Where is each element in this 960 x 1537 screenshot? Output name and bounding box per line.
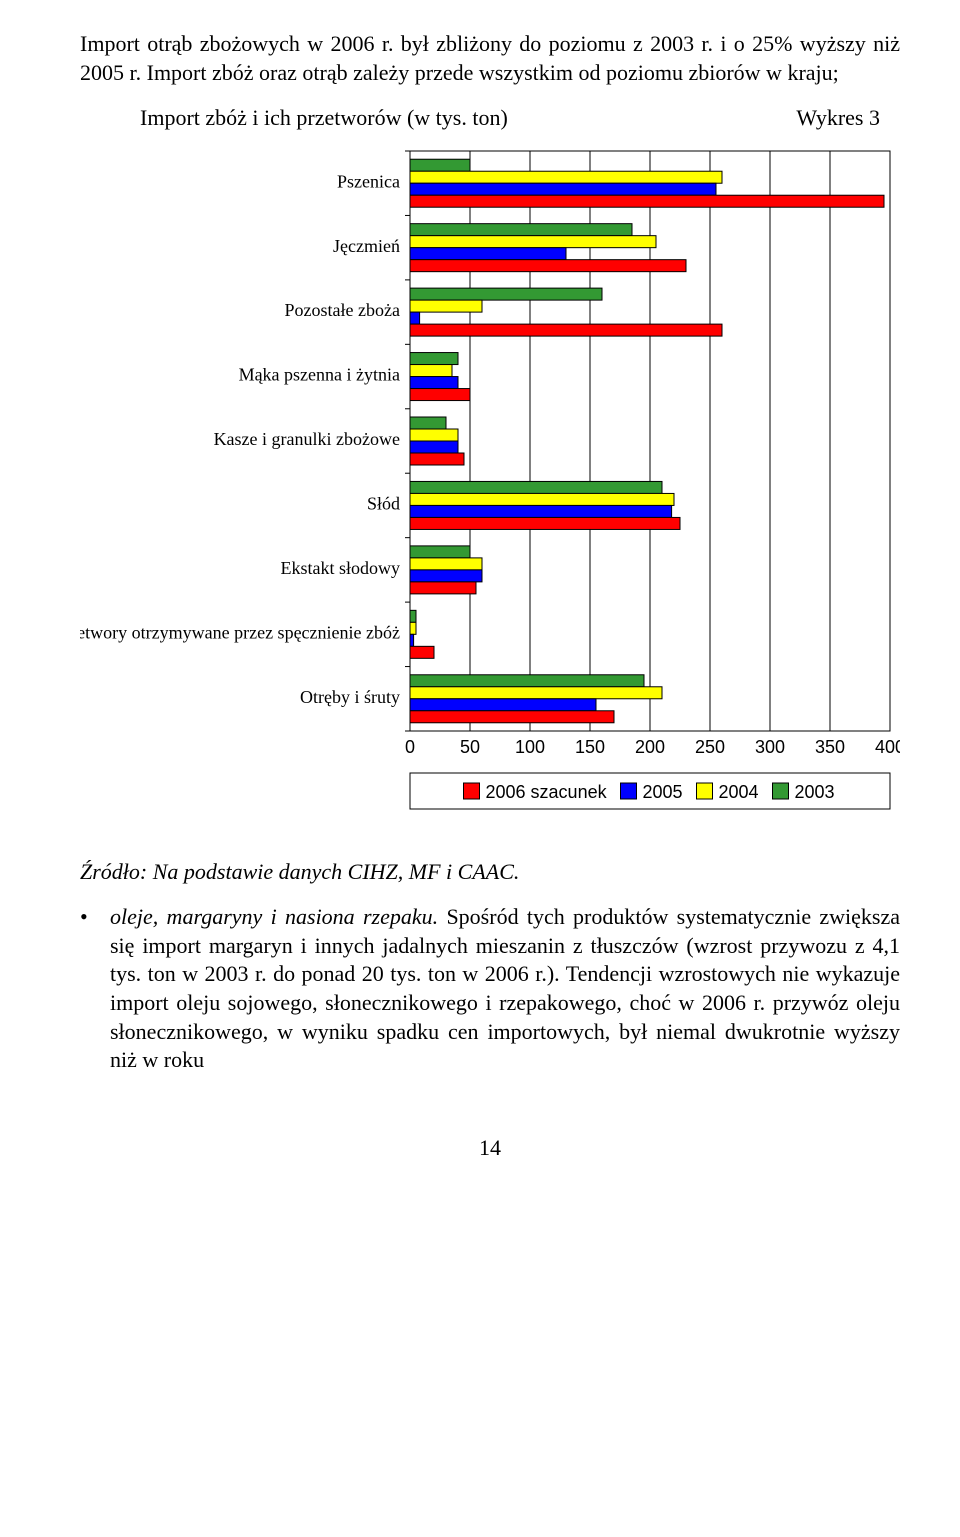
bullet-emphasis: oleje, margaryny i nasiona rzepaku. xyxy=(110,904,438,929)
svg-text:Otręby i śruty: Otręby i śruty xyxy=(300,687,400,707)
chart-number: Wykres 3 xyxy=(796,105,900,131)
chart-title: Import zbóż i ich przetworów (w tys. ton… xyxy=(80,105,796,131)
svg-text:400: 400 xyxy=(875,737,900,757)
chart-title-text: Import zbóż i ich przetworów (w tys. ton… xyxy=(140,105,508,130)
svg-text:100: 100 xyxy=(515,737,545,757)
svg-text:Ekstakt słodowy: Ekstakt słodowy xyxy=(281,558,401,578)
page: Import otrąb zbożowych w 2006 r. był zbl… xyxy=(0,0,960,1201)
svg-text:150: 150 xyxy=(575,737,605,757)
svg-text:200: 200 xyxy=(635,737,665,757)
svg-text:2005: 2005 xyxy=(643,782,683,802)
svg-text:Przetwory otrzymywane przez sp: Przetwory otrzymywane przez spęcznienie … xyxy=(80,623,400,643)
bullet-mark: • xyxy=(80,903,110,1075)
page-number: 14 xyxy=(80,1135,900,1161)
svg-text:0: 0 xyxy=(405,737,415,757)
svg-text:300: 300 xyxy=(755,737,785,757)
chart-container: 0 50 100 150 200 250 300 350 400 Pszenica Jęczmień… xyxy=(80,141,900,841)
svg-text:2004: 2004 xyxy=(719,782,759,802)
svg-text:250: 250 xyxy=(695,737,725,757)
svg-text:50: 50 xyxy=(460,737,480,757)
svg-text:Mąka pszenna i żytnia: Mąka pszenna i żytnia xyxy=(239,365,400,385)
chart-title-row: Import zbóż i ich przetworów (w tys. ton… xyxy=(80,105,900,131)
bullet-rest: Spośród tych produktów systematycznie zw… xyxy=(110,904,900,1072)
svg-text:Jęczmień: Jęczmień xyxy=(333,236,400,256)
svg-text:Pozostałe zboża: Pozostałe zboża xyxy=(285,300,400,320)
bullet-text: oleje, margaryny i nasiona rzepaku. Spoś… xyxy=(110,903,900,1075)
svg-text:Pszenica: Pszenica xyxy=(337,172,400,192)
svg-text:350: 350 xyxy=(815,737,845,757)
intro-paragraph: Import otrąb zbożowych w 2006 r. był zbl… xyxy=(80,30,900,87)
svg-text:2003: 2003 xyxy=(795,782,835,802)
bar-chart: 0 50 100 150 200 250 300 350 400 Pszenica Jęczmień… xyxy=(80,141,900,841)
svg-text:2006 szacunek: 2006 szacunek xyxy=(486,782,608,802)
bullet-row: • oleje, margaryny i nasiona rzepaku. Sp… xyxy=(80,903,900,1075)
chart-source: Źródło: Na podstawie danych CIHZ, MF i C… xyxy=(80,859,900,885)
svg-text:Kasze i granulki zbożowe: Kasze i granulki zbożowe xyxy=(214,429,400,449)
svg-text:Słód: Słód xyxy=(367,494,400,514)
bullet-block: • oleje, margaryny i nasiona rzepaku. Sp… xyxy=(80,903,900,1075)
